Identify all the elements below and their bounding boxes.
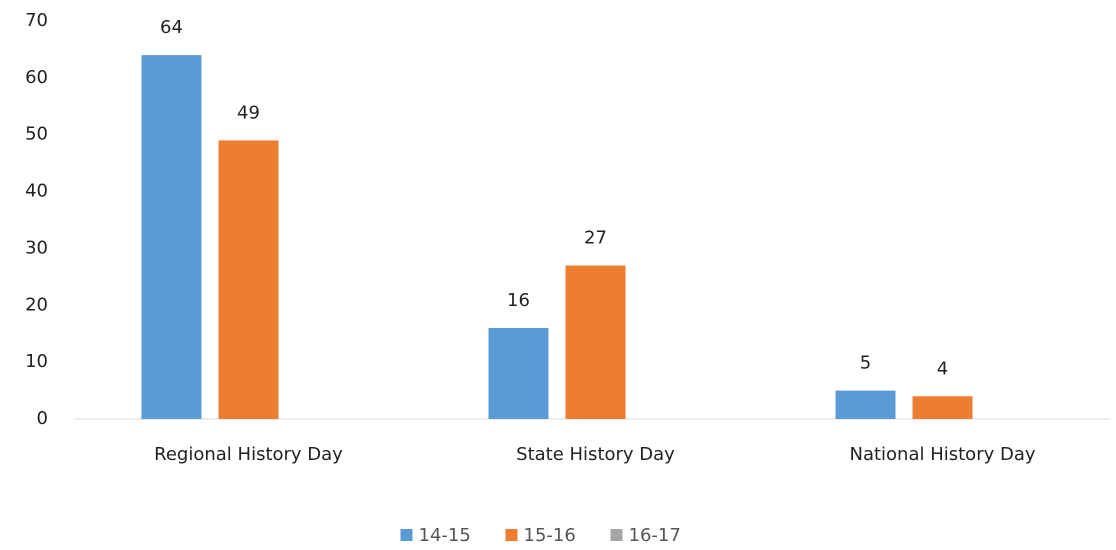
x-tick-label: State History Day (516, 444, 675, 465)
value-label: 5 (860, 353, 871, 374)
y-tick-label: 20 (25, 294, 48, 315)
legend-swatch (610, 529, 623, 541)
legend-swatch (400, 529, 413, 541)
bar (218, 140, 279, 419)
y-tick-label: 10 (25, 351, 48, 372)
value-label: 4 (937, 358, 948, 379)
legend-label: 15-16 (524, 525, 576, 546)
y-tick-label: 30 (25, 237, 48, 258)
bar (912, 396, 973, 419)
y-tick-label: 0 (37, 408, 48, 429)
value-label: 16 (507, 290, 530, 311)
bar (565, 265, 626, 419)
value-label: 49 (237, 102, 260, 123)
y-tick-label: 40 (25, 181, 48, 202)
x-tick-label: Regional History Day (154, 444, 343, 465)
legend-label: 16-17 (629, 525, 681, 546)
legend-label: 14-15 (419, 525, 471, 546)
bar (141, 55, 202, 419)
y-tick-label: 60 (25, 67, 48, 88)
y-tick-label: 50 (25, 124, 48, 145)
legend-swatch (505, 529, 518, 541)
bar (835, 390, 896, 419)
bar (488, 328, 549, 419)
y-tick-label: 70 (25, 10, 48, 31)
value-label: 64 (160, 17, 183, 38)
value-label: 27 (584, 227, 607, 248)
x-tick-label: National History Day (849, 444, 1035, 465)
